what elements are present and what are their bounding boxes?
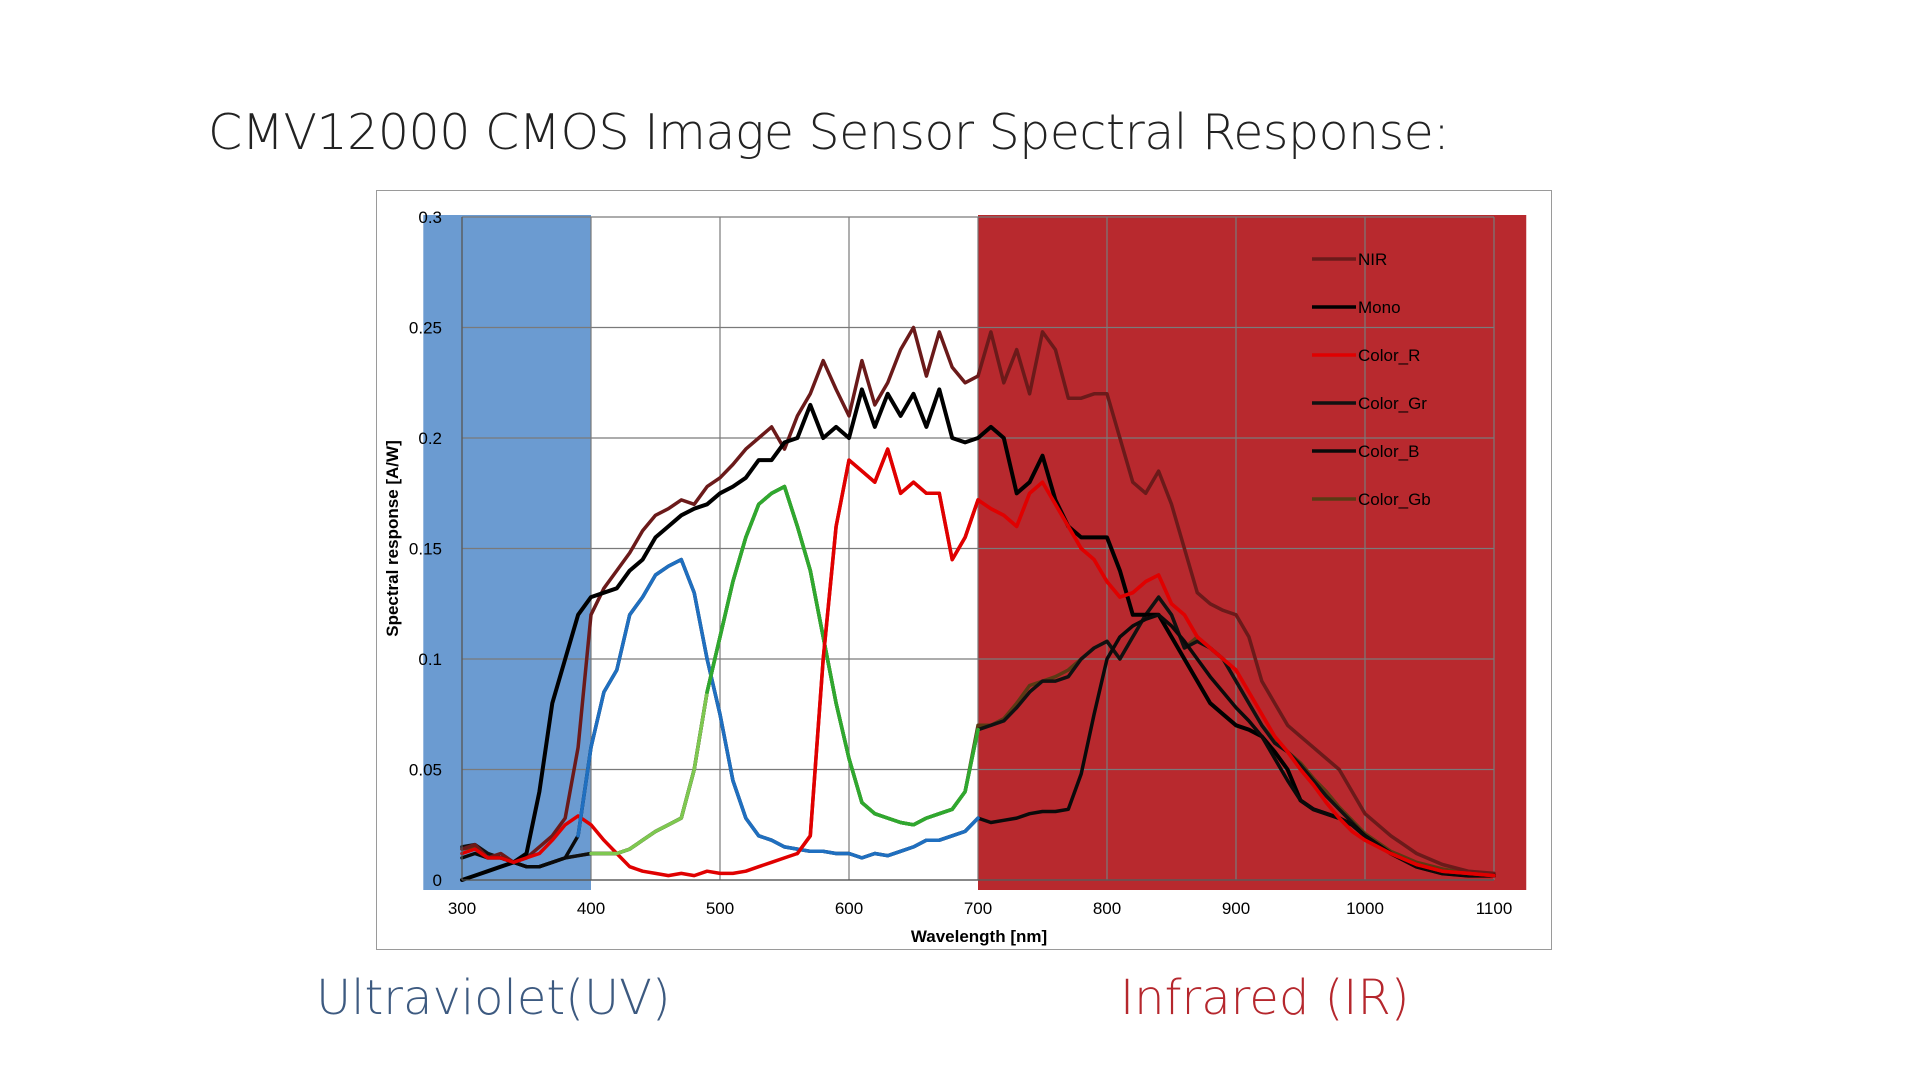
- page-title: CMV12000 CMOS Image Sensor Spectral Resp…: [208, 104, 1450, 161]
- y-tick-label: 0.2: [418, 429, 442, 448]
- series-lines: [460, 325, 1496, 882]
- x-tick-label: 800: [1093, 899, 1121, 918]
- x-tick-label: 500: [706, 899, 734, 918]
- axes: 300 400 500 600 700 800 900 1000 1100 0 0.05 0.1 0.1…: [383, 208, 1512, 946]
- y-axis-title: Spectral response [A/W]: [383, 440, 402, 637]
- x-tick-label: 300: [448, 899, 476, 918]
- legend-label: Color_B: [1358, 442, 1419, 461]
- ir-caption: Infrared (IR): [1120, 970, 1410, 1026]
- legend-label: Mono: [1358, 298, 1401, 317]
- series-line-color-r-top: [795, 447, 1496, 878]
- uv-region: [423, 215, 591, 890]
- legend-label: NIR: [1358, 250, 1387, 269]
- x-tick-label: 1100: [1476, 899, 1513, 918]
- uv-caption: Ultraviolet(UV): [316, 970, 671, 1026]
- legend-label: Color_Gr: [1358, 394, 1427, 413]
- y-tick-label: 0.15: [409, 540, 442, 559]
- series-line-nir: [460, 325, 1496, 876]
- x-tick-label: 700: [964, 899, 992, 918]
- x-tick-label: 600: [835, 899, 863, 918]
- y-tick-label: 0.1: [418, 650, 442, 669]
- x-tick-label: 1000: [1346, 899, 1384, 918]
- series-highlight-color-gr: [705, 484, 980, 827]
- legend-label: Color_R: [1358, 346, 1420, 365]
- series-highlight-color-gr: [589, 484, 980, 856]
- y-tick-label: 0: [433, 871, 442, 890]
- x-tick-label: 400: [577, 899, 605, 918]
- legend-label: Color_Gb: [1358, 490, 1431, 509]
- y-tick-label: 0.3: [418, 208, 442, 227]
- ir-region: [978, 215, 1527, 890]
- legend: NIR Mono Color_R Color_Gr Color_B Color_Gb: [1312, 250, 1431, 509]
- spectral-response-chart: 300 400 500 600 700 800 900 1000 1100 0 0.05 0.1 0.1…: [383, 208, 1527, 946]
- x-tick-label: 900: [1222, 899, 1250, 918]
- series-highlight-color-b: [576, 557, 980, 860]
- y-tick-label: 0.05: [409, 761, 442, 780]
- y-tick-label: 0.25: [409, 319, 442, 338]
- x-axis-title: Wavelength [nm]: [911, 927, 1047, 946]
